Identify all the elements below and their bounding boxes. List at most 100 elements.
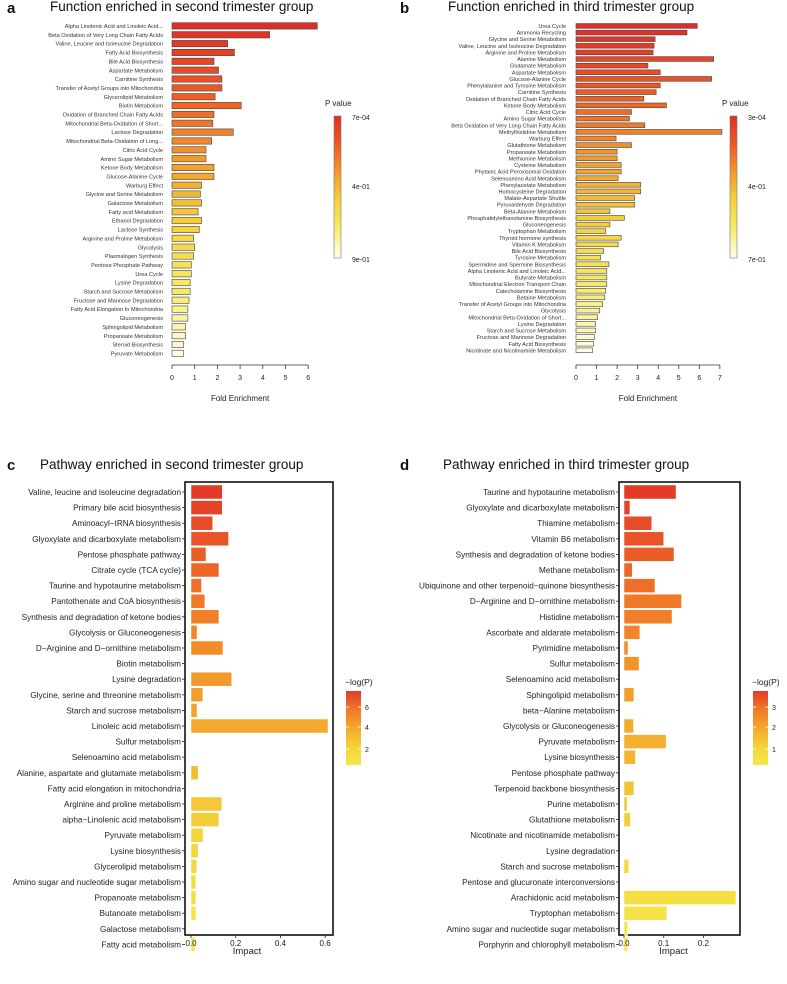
- x-tick-label: 2: [215, 375, 219, 382]
- x-tick-label: 1: [595, 375, 599, 382]
- category-label: Vitamin K Metabolism: [512, 242, 566, 248]
- bar: [190, 703, 198, 718]
- category-label: Pantothenate and CoA biosynthesis: [51, 597, 181, 606]
- bar: [171, 314, 189, 322]
- bar: [171, 119, 214, 127]
- bar: [190, 812, 220, 827]
- category-label: Glycolysis: [138, 245, 163, 251]
- legend-label: 2: [772, 725, 776, 732]
- bar: [575, 168, 622, 175]
- category-label: Glycine, serine and threonine metabolism: [30, 691, 181, 700]
- bar: [575, 248, 605, 254]
- category-label: Methane metabolism: [539, 566, 615, 575]
- legend-title: −log(P): [345, 677, 373, 687]
- category-label: Selenoamino acid metabolism: [72, 753, 181, 762]
- bar: [171, 155, 207, 163]
- category-label: Glutathione Metabolism: [507, 143, 566, 149]
- category-label: Fatty Acid Biosynthesis: [508, 342, 566, 348]
- bar: [575, 334, 595, 340]
- bar: [575, 195, 635, 201]
- chart-title: Function enriched in third trimester gro…: [448, 0, 694, 14]
- category-label: Alanine Metabolism: [517, 57, 566, 63]
- bar: [623, 781, 635, 796]
- bar: [575, 261, 610, 267]
- category-label: Gluconeogenesis: [523, 223, 566, 229]
- bar: [575, 288, 607, 294]
- bar: [575, 208, 611, 214]
- category-label: Starch and sucrose metabolism: [500, 862, 615, 871]
- bar: [171, 93, 216, 101]
- bar: [190, 531, 229, 547]
- x-tick-label: 6: [306, 375, 310, 382]
- bar: [575, 102, 667, 109]
- category-label: Glutamate Metabolism: [510, 64, 566, 70]
- category-label: Plasmalogen Synthesis: [105, 254, 163, 260]
- category-label: Lysine Degradation: [518, 322, 566, 328]
- bar: [171, 57, 215, 65]
- bar: [171, 190, 201, 198]
- bar: [575, 235, 622, 241]
- bar: [575, 215, 625, 221]
- bar: [171, 296, 190, 304]
- x-tick-label: 6: [697, 375, 701, 382]
- bar: [623, 531, 664, 547]
- category-label: Lysine degradation: [112, 675, 181, 684]
- category-label: Mitochondrial Electron Transport Chain: [469, 282, 566, 288]
- category-label: Linoleic acid metabolism: [92, 722, 181, 731]
- panel-letter: a: [7, 0, 16, 17]
- bar: [171, 332, 186, 340]
- bar: [575, 307, 600, 314]
- category-label: Carnitine Synthesis: [115, 77, 163, 83]
- category-label: Beta Oxidation of Very Long Chain Fatty …: [451, 123, 566, 129]
- category-label: Glycolysis: [541, 309, 566, 315]
- category-label: Glycine and Serine Metabolism: [489, 37, 567, 43]
- bar: [190, 859, 198, 874]
- colorbar: [333, 115, 342, 259]
- panel-letter: c: [7, 457, 15, 474]
- bar: [575, 135, 617, 142]
- legend-label: 7e-01: [748, 257, 766, 264]
- category-label: Butanoate metabolism: [100, 909, 182, 918]
- bar: [171, 66, 219, 74]
- category-label: Mitochondrial Beta-Oxidation of Short...: [65, 121, 163, 127]
- bar: [575, 142, 632, 148]
- bar: [623, 734, 667, 749]
- category-label: Malate-Aspartate Shuttle: [504, 196, 566, 202]
- bar: [623, 796, 628, 812]
- category-label: Oxidation of Branched Chain Fatty Acids: [466, 97, 567, 103]
- legend-label: 9e-01: [352, 257, 370, 264]
- bar: [623, 905, 668, 921]
- category-label: Pyruvate Metabolism: [111, 351, 164, 357]
- x-tick-label: 2: [615, 375, 619, 382]
- bar: [575, 274, 608, 281]
- category-label: Alanine, aspartate and glutamate metabol…: [17, 769, 181, 778]
- category-label: Propanoate metabolism: [95, 894, 182, 903]
- category-label: Lysine biosynthesis: [544, 753, 615, 762]
- category-label: Spermidine and Spermine Biosynthesis: [468, 262, 566, 268]
- category-label: Terpenoid backbone biosynthesis: [494, 784, 615, 793]
- bar: [623, 812, 631, 827]
- bar: [623, 593, 682, 609]
- category-label: Lysine Degradation: [115, 281, 163, 287]
- bar: [623, 640, 629, 656]
- category-label: Butyrate Metabolism: [515, 276, 566, 282]
- x-tick-label: 4: [261, 375, 265, 382]
- bar: [171, 287, 191, 295]
- bar: [575, 188, 642, 195]
- x-tick-label: 7: [718, 375, 722, 382]
- category-label: Lactose Synthesis: [118, 228, 164, 234]
- category-label: Arachidonic acid metabolism: [511, 894, 615, 903]
- category-label: Tyrosine Metabolism: [515, 256, 567, 262]
- colorbar: [346, 691, 361, 765]
- bar: [190, 905, 197, 921]
- category-label: D−Arginine and D−ornithine metabolism: [470, 597, 615, 606]
- category-label: Bile Acid Biosynthesis: [109, 59, 164, 65]
- bar: [190, 671, 232, 687]
- legend-label: 1: [772, 747, 776, 754]
- category-label: Citric Acid Cycle: [526, 110, 566, 116]
- category-label: Pentose phosphate pathway: [78, 550, 182, 559]
- category-label: Fatty Acid Elongation In Mitochondria: [71, 307, 164, 313]
- category-label: D−Arginine and D−ornithine metabolism: [36, 644, 181, 653]
- bar: [171, 199, 202, 207]
